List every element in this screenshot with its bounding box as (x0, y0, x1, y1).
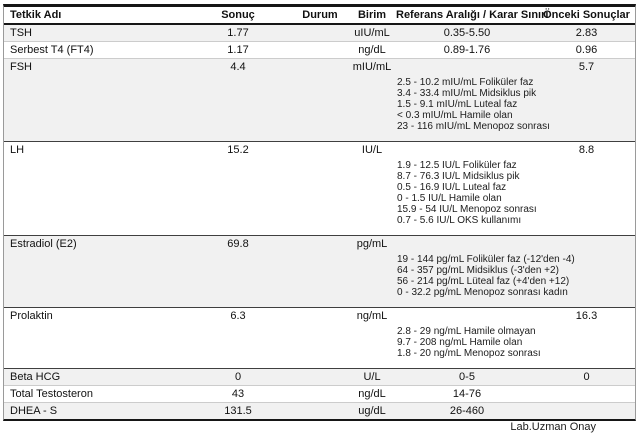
table-row-main: TSH 1.77 uIU/mL 0.35-5.50 2.83 (4, 25, 635, 41)
result-value: 0 (234, 371, 242, 383)
reference-detail-line: 2.8 - 29 ng/mL Hamile olmayan (397, 326, 536, 337)
reference-detail-line: 3.4 - 33.4 mIU/mL Midsiklus pik (397, 88, 537, 99)
unit-value: uIU/mL (354, 27, 390, 39)
reference-detail-lines: 2.8 - 29 ng/mL Hamile olmayan 9.7 - 208 n… (4, 324, 635, 368)
result-value: 15.2 (227, 144, 249, 156)
reference-detail-line: 0.5 - 16.9 IU/L Luteal faz (397, 182, 507, 193)
unit-value: ng/dL (358, 388, 386, 400)
reference-range-value: 0.89-1.76 (443, 44, 491, 56)
table-row-main: Beta HCG 0 U/L 0-5 0 (4, 369, 635, 385)
previous-result-value: 2.83 (575, 27, 598, 39)
test-name: Total Testosteron (10, 388, 93, 400)
table-row-main: FSH 4.4 mIU/mL 5.7 (4, 59, 635, 75)
test-name: Estradiol (E2) (10, 238, 77, 250)
reference-detail-line: 56 - 214 pg/mL Lüteal faz (+4'den +12) (397, 276, 570, 287)
reference-detail-line: < 0.3 mIU/mL Hamile olan (397, 110, 513, 121)
test-name: Prolaktin (10, 310, 53, 322)
table-row: Serbest T4 (FT4) 1.17 ng/dL 0.89-1.76 0.… (4, 42, 635, 59)
column-header-previous-results: Önceki Sonuçlar (543, 9, 630, 21)
table-row: TSH 1.77 uIU/mL 0.35-5.50 2.83 (4, 25, 635, 42)
reference-detail-lines: 19 - 144 pg/mL Foliküler faz (-12'den -4… (4, 252, 635, 307)
reference-detail-line: 1.8 - 20 ng/mL Menopoz sonrası (397, 348, 541, 359)
reference-detail-line: 9.7 - 208 ng/mL Hamile olan (397, 337, 523, 348)
reference-detail-line: 0 - 32.2 pg/mL Menopoz sonrası kadın (397, 287, 568, 298)
unit-value: U/L (363, 371, 381, 383)
table-row-main: Total Testosteron 43 ng/dL 14-76 (4, 386, 635, 402)
table-row-main: Serbest T4 (FT4) 1.17 ng/dL 0.89-1.76 0.… (4, 42, 635, 58)
column-header-result: Sonuç (221, 9, 255, 21)
unit-value: ng/dL (358, 44, 386, 56)
unit-value: mIU/mL (352, 61, 392, 73)
previous-result-value: 16.3 (575, 310, 598, 322)
reference-range-value: 14-76 (452, 388, 482, 400)
reference-detail-line: 23 - 116 mIU/mL Menopoz sonrası (397, 121, 550, 132)
signature-label: Lab.Uzman Onay (510, 421, 596, 433)
reference-detail-line: 8.7 - 76.3 IU/L Midsiklus pik (397, 171, 520, 182)
previous-result-value: 8.8 (578, 144, 595, 156)
table-row-main: LH 15.2 IU/L 8.8 (4, 142, 635, 158)
table-row: Total Testosteron 43 ng/dL 14-76 (4, 386, 635, 403)
table-row: Beta HCG 0 U/L 0-5 0 (4, 369, 635, 386)
test-name: DHEA - S (10, 405, 58, 417)
reference-detail-lines: 2.5 - 10.2 mIU/mL Foliküler faz 3.4 - 33.… (4, 75, 635, 141)
lab-results-table: Tetkik Adı Sonuç Durum Birim Referans Ar… (3, 4, 636, 421)
table-row: FSH 4.4 mIU/mL 5.7 2.5 - 10.2 mIU/mL Fol… (4, 59, 635, 142)
table-row: DHEA - S 131.5 ug/dL 26-460 (4, 403, 635, 419)
table-row: Estradiol (E2) 69.8 pg/mL 19 - 144 pg/mL… (4, 236, 635, 308)
previous-result-value: 0.96 (575, 44, 598, 56)
column-header-unit: Birim (357, 9, 387, 21)
reference-detail-lines: 1.9 - 12.5 IU/L Foliküler faz 8.7 - 76.3 … (4, 158, 635, 235)
test-name: LH (10, 144, 25, 156)
table-row-main: Estradiol (E2) 69.8 pg/mL (4, 236, 635, 252)
result-value: 131.5 (224, 405, 252, 417)
column-header-reference-range: Referans Aralığı / Karar Sınırı (396, 9, 549, 21)
test-name: FSH (10, 61, 32, 73)
unit-value: IU/L (361, 144, 383, 156)
table-header-row: Tetkik Adı Sonuç Durum Birim Referans Ar… (4, 7, 635, 25)
column-header-status: Durum (302, 9, 338, 21)
reference-detail-line: 0.7 - 5.6 IU/L OKS kullanımı (397, 215, 522, 226)
previous-result-value: 0 (583, 371, 590, 383)
reference-range-value: 26-460 (449, 405, 485, 417)
table-row: Prolaktin 6.3 ng/mL 16.3 2.8 - 29 ng/mL … (4, 308, 635, 369)
reference-detail-line: 0 - 1.5 IU/L Hamile olan (397, 193, 502, 204)
unit-value: ng/mL (356, 310, 388, 322)
table-row-main: Prolaktin 6.3 ng/mL 16.3 (4, 308, 635, 324)
reference-range-value: 0-5 (459, 371, 475, 383)
reference-detail-line: 1.9 - 12.5 IU/L Foliküler faz (397, 160, 517, 171)
test-name: TSH (10, 27, 32, 39)
reference-range-value: 0.35-5.50 (443, 27, 491, 39)
column-header-test-name: Tetkik Adı (10, 9, 62, 21)
test-name: Serbest T4 (FT4) (10, 44, 94, 56)
result-value: 6.3 (230, 310, 246, 322)
reference-detail-line: 19 - 144 pg/mL Foliküler faz (-12'den -4… (397, 254, 575, 265)
reference-detail-line: 64 - 357 pg/mL Midsiklus (-3'den +2) (397, 265, 559, 276)
test-name: Beta HCG (10, 371, 61, 383)
reference-detail-line: 15.9 - 54 IU/L Menopoz sonrası (397, 204, 537, 215)
table-row-main: DHEA - S 131.5 ug/dL 26-460 (4, 403, 635, 419)
previous-result-value: 5.7 (578, 61, 595, 73)
reference-detail-line: 2.5 - 10.2 mIU/mL Foliküler faz (397, 77, 534, 88)
result-value: 1.77 (227, 27, 249, 39)
result-value: 43 (231, 388, 245, 400)
table-rows: TSH 1.77 uIU/mL 0.35-5.50 2.83 Serbest T… (4, 25, 635, 419)
result-value: 69.8 (227, 238, 249, 250)
result-value: 1.17 (227, 44, 249, 56)
unit-value: ug/dL (358, 405, 386, 417)
table-row: LH 15.2 IU/L 8.8 1.9 - 12.5 IU/L Folikül… (4, 142, 635, 236)
result-value: 4.4 (230, 61, 246, 73)
unit-value: pg/mL (356, 238, 388, 250)
reference-detail-line: 1.5 - 9.1 mIU/mL Luteal faz (397, 99, 518, 110)
